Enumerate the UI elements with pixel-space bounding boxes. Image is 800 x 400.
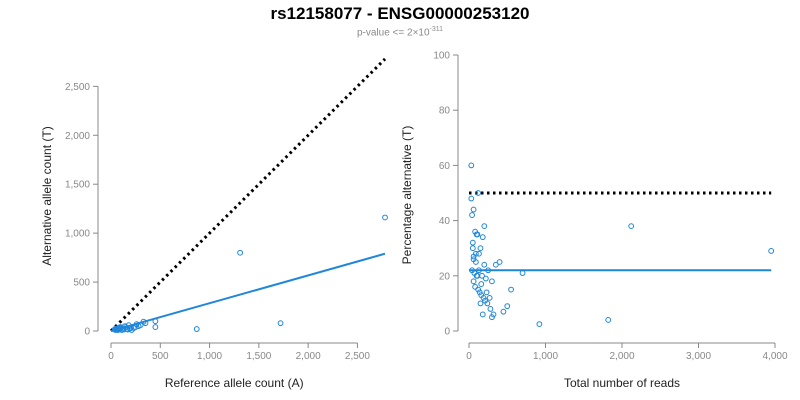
left-y-tick-label: 1,000	[65, 229, 90, 240]
right-data-point	[479, 311, 486, 318]
right-y-tick-label: 0	[444, 327, 450, 338]
right-data-point	[605, 317, 612, 323]
right-data-point	[477, 300, 484, 307]
left-x-tick-label: 1,500	[246, 351, 271, 362]
right-data-point	[481, 261, 488, 268]
right-data-point	[487, 306, 494, 312]
right-data-point	[492, 261, 499, 268]
right-data-point	[476, 250, 482, 257]
left-y-tick-label: 2,000	[65, 131, 90, 142]
right-data-point	[470, 206, 477, 213]
subtitle-pvalue: p-value <= 2×10	[356, 27, 430, 39]
right-data-point	[472, 259, 479, 265]
right-data-point	[508, 286, 514, 293]
left-x-tick-label: 2,500	[345, 351, 370, 362]
right-data-point	[485, 267, 492, 274]
right-x-tick-label: 3,000	[686, 351, 711, 362]
left-y-tick-label: 500	[73, 278, 90, 289]
right-y-tick-label: 60	[439, 161, 451, 172]
left-x-axis-title: Reference allele count (A)	[165, 376, 304, 390]
left-y-axis-title: Alternative allele count (T)	[40, 126, 54, 265]
right-data-point	[470, 278, 477, 285]
right-y-tick-label: 80	[439, 106, 451, 117]
right-y-tick-label: 20	[439, 271, 451, 282]
right-data-point	[477, 245, 484, 252]
left-data-point	[193, 326, 200, 332]
left-data-point	[114, 326, 121, 333]
subtitle-exponent: -311	[429, 26, 444, 33]
right-data-point	[469, 212, 475, 218]
right-data-point	[500, 308, 507, 315]
right-x-tick-label: 4,000	[762, 351, 787, 362]
right-data-point	[484, 300, 491, 307]
left-fit-line	[110, 252, 386, 332]
right-data-point	[468, 195, 475, 202]
left-x-tick-label: 2,000	[296, 351, 321, 362]
right-data-point	[519, 270, 526, 276]
left-data-point	[152, 324, 159, 330]
left-x-tick-label: 500	[152, 351, 169, 362]
right-data-point	[470, 253, 477, 260]
left-y-tick-label: 1,500	[65, 180, 90, 191]
right-data-point	[468, 162, 475, 169]
right-data-point	[479, 272, 485, 279]
left-data-point	[382, 214, 388, 221]
left-data-point	[132, 324, 139, 330]
right-data-point	[469, 239, 476, 246]
chart-title: rs12158077 - ENSG00000253120	[270, 4, 530, 23]
right-data-point	[473, 272, 480, 279]
right-x-tick-label: 0	[466, 351, 472, 362]
right-x-tick-label: 1,000	[533, 351, 558, 362]
right-data-point	[536, 321, 543, 328]
right-data-point	[476, 267, 482, 274]
right-y-tick-label: 40	[439, 216, 451, 227]
left-y-tick-label: 0	[84, 327, 90, 338]
right-data-point	[489, 278, 495, 285]
right-data-point	[474, 231, 481, 238]
left-x-tick-label: 1,000	[197, 351, 222, 362]
left-y-tick-label: 2,500	[65, 82, 90, 93]
right-x-tick-label: 2,000	[609, 351, 634, 362]
right-data-point	[628, 223, 635, 230]
left-data-point	[137, 322, 144, 329]
right-data-point	[478, 281, 485, 287]
left-data-point	[237, 249, 244, 256]
right-data-point	[482, 275, 489, 282]
right-x-axis-title: Total number of reads	[564, 376, 680, 390]
right-data-point	[479, 234, 486, 241]
left-data-point	[142, 320, 149, 327]
left-x-tick-label: 0	[108, 351, 114, 362]
right-data-point	[475, 190, 482, 196]
right-data-point	[496, 259, 503, 265]
right-data-point	[504, 303, 511, 310]
chart-subtitle: p-value <= 2×10-311	[0, 26, 800, 38]
right-data-point	[469, 245, 476, 252]
right-data-point	[481, 223, 488, 230]
left-reference-line	[109, 57, 387, 333]
right-y-tick-label: 100	[433, 51, 450, 62]
right-data-point	[472, 283, 479, 290]
right-data-point	[483, 289, 490, 296]
right-data-point	[486, 294, 493, 301]
right-y-axis-title: Percentage alternative (T)	[400, 126, 414, 265]
right-data-point	[489, 314, 495, 321]
left-data-point	[277, 320, 284, 327]
left-data-point	[152, 318, 159, 325]
right-data-point	[768, 248, 775, 254]
